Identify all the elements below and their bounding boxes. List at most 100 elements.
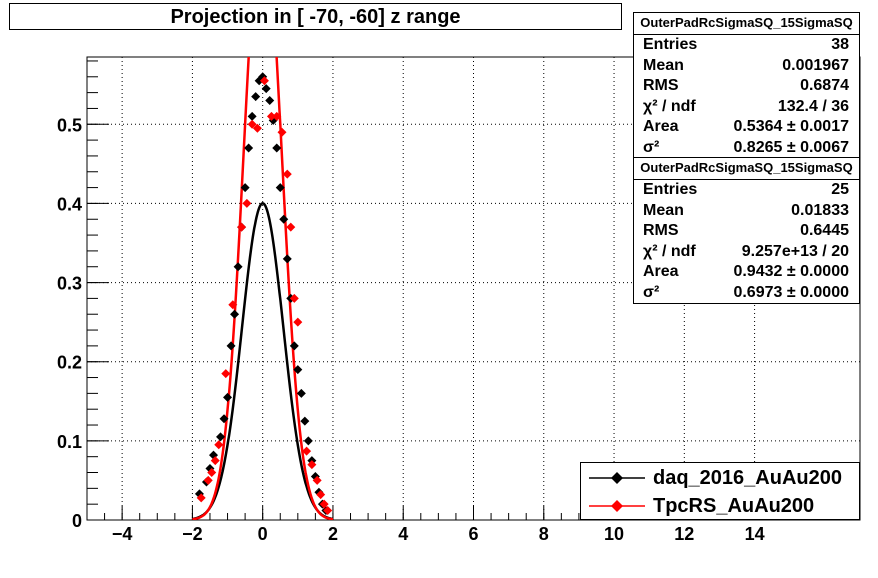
data-point (279, 214, 289, 224)
data-point (233, 262, 243, 272)
y-tick-label: 0.4 (57, 194, 82, 214)
stats-value: 0.9432 ± 0.0000 (733, 263, 849, 280)
stats-row: RMS 0.6445 (634, 221, 859, 242)
data-point (247, 119, 257, 129)
stats-key: Area (643, 118, 679, 135)
data-point (275, 183, 285, 193)
data-point (228, 300, 238, 310)
x-tick-label: 8 (539, 524, 549, 544)
stats-key: Mean (643, 201, 684, 219)
data-point (251, 92, 261, 102)
data-point (214, 440, 224, 450)
legend-marker-daq (589, 472, 645, 484)
stats-header: OuterPadRcSigmaSQ_15SigmaSQ (634, 158, 859, 180)
legend: daq_2016_AuAu200 TpcRS_AuAu200 (580, 462, 860, 520)
data-point (286, 222, 296, 232)
x-tick-label: 2 (328, 524, 338, 544)
x-tick-label: −4 (112, 524, 133, 544)
data-point (307, 460, 317, 470)
stats-row: χ² / ndf 132.4 / 36 (634, 97, 859, 118)
data-point (319, 499, 329, 509)
stats-value: 0.6874 (800, 77, 849, 94)
data-point (237, 222, 247, 232)
data-point (300, 416, 310, 426)
x-tick-label: −2 (182, 524, 203, 544)
data-point (272, 143, 282, 153)
stats-row: Mean 0.01833 (634, 201, 859, 222)
stats-value: 25 (831, 181, 849, 198)
data-point (303, 436, 313, 446)
data-point (312, 475, 322, 485)
data-point (293, 317, 303, 327)
data-point (203, 475, 213, 485)
data-point (266, 111, 276, 121)
data-point (282, 169, 292, 179)
stats-key: Entries (643, 36, 698, 53)
x-tick-label: 4 (398, 524, 408, 544)
x-tick-label: 14 (745, 524, 765, 544)
data-point (207, 468, 217, 478)
data-point (316, 490, 326, 500)
stats-key: σ² (643, 138, 660, 156)
data-point (259, 76, 269, 86)
stats-key: Entries (643, 181, 698, 198)
y-tick-label: 0.1 (57, 432, 82, 452)
data-point (289, 293, 299, 303)
stats-key: RMS (643, 222, 679, 239)
stats-header: OuterPadRcSigmaSQ_15SigmaSQ (634, 13, 859, 35)
stats-value: 0.001967 (782, 56, 849, 74)
data-point (265, 96, 275, 106)
data-point (302, 446, 312, 456)
stats-key: σ² (643, 283, 660, 301)
y-axis: 0 0.1 0.2 0.3 0.4 0.5 (57, 60, 109, 531)
y-tick-label: 0.5 (57, 115, 82, 135)
stats-row: Entries 25 (634, 180, 859, 201)
x-tick-label: 0 (258, 524, 268, 544)
data-point (261, 84, 271, 94)
data-point (252, 123, 262, 133)
stats-value: 0.01833 (791, 201, 849, 219)
stats-row: RMS 0.6874 (634, 76, 859, 97)
stats-value: 9.257e+13 / 20 (741, 242, 849, 260)
stats-row: Area 0.9432 ± 0.0000 (634, 262, 859, 283)
data-points (194, 72, 333, 516)
y-tick-label: 0.2 (57, 353, 82, 373)
stats-key: RMS (643, 77, 679, 94)
stats-row: σ² 0.8265 ± 0.0067 (634, 138, 859, 159)
stats-value: 0.6445 (800, 222, 849, 239)
data-point (242, 198, 252, 208)
legend-entry-daq: daq_2016_AuAu200 (581, 465, 859, 491)
data-point (210, 456, 220, 466)
y-tick-label: 0 (72, 511, 82, 531)
data-point (230, 309, 240, 319)
data-point (226, 341, 236, 351)
stats-row: χ² / ndf 9.257e+13 / 20 (634, 242, 859, 263)
legend-label-tpc: TpcRS_AuAu200 (653, 495, 815, 517)
data-point (277, 127, 287, 137)
stats-value: 132.4 / 36 (777, 97, 849, 115)
data-point (296, 388, 306, 398)
stats-value: 38 (831, 36, 849, 53)
stats-key: Area (643, 263, 679, 280)
stats-row: Mean 0.001967 (634, 56, 859, 77)
x-tick-label: 6 (468, 524, 478, 544)
stats-key: χ² / ndf (643, 97, 696, 115)
stats-box: OuterPadRcSigmaSQ_15SigmaSQ Entries 25 Mean… (633, 157, 860, 304)
stats-value: 0.6973 ± 0.0000 (733, 283, 849, 301)
x-tick-label: 10 (604, 524, 624, 544)
data-point (247, 111, 257, 121)
chart-title: Projection in [ -70, -60] z range (9, 3, 622, 30)
stats-value: 0.5364 ± 0.0017 (733, 118, 849, 135)
data-point (223, 392, 233, 402)
stats-row: Entries 38 (634, 35, 859, 56)
data-point (216, 432, 226, 442)
fit-curve (192, 57, 334, 520)
y-tick-label: 0.3 (57, 274, 82, 294)
data-point (240, 183, 250, 193)
fit-curves (192, 57, 334, 520)
stats-box: OuterPadRcSigmaSQ_15SigmaSQ Entries 38 Mean… (633, 12, 860, 159)
data-point (219, 414, 229, 424)
legend-label-daq: daq_2016_AuAu200 (653, 467, 842, 489)
data-point (289, 341, 299, 351)
